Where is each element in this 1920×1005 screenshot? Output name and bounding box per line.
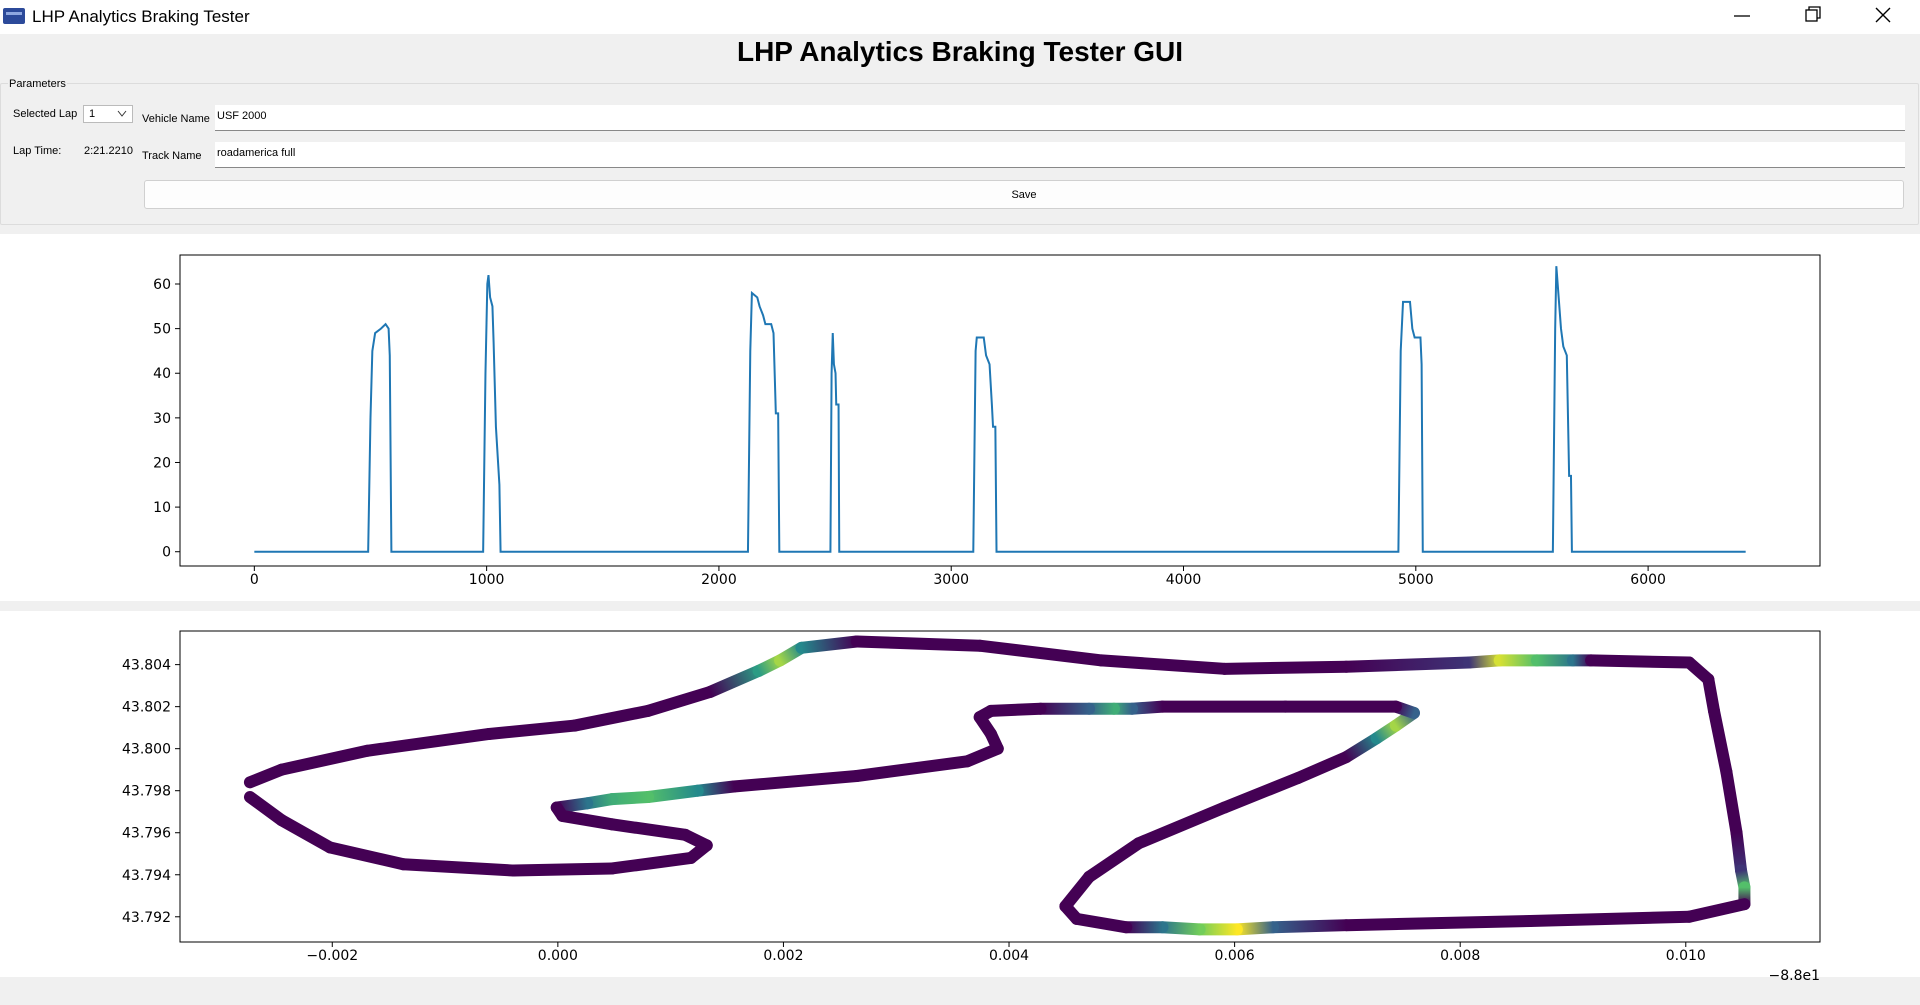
x-tick-label: 0.004 bbox=[989, 948, 1029, 964]
track-segment bbox=[1059, 870, 1096, 913]
track-segment bbox=[1132, 801, 1231, 850]
y-tick-label: 50 bbox=[153, 322, 171, 338]
y-tick-label: 43.798 bbox=[122, 784, 171, 800]
track-segment bbox=[1230, 921, 1279, 936]
y-tick-label: 43.794 bbox=[122, 868, 171, 884]
track-segment bbox=[642, 685, 717, 717]
label: Track Name bbox=[142, 150, 202, 162]
plot-panel bbox=[0, 234, 1920, 601]
x-tick-label: 5000 bbox=[1398, 572, 1434, 588]
track-segment bbox=[691, 780, 740, 797]
track-segment bbox=[1156, 921, 1206, 936]
track-segment bbox=[324, 841, 410, 871]
y-tick-label: 43.796 bbox=[122, 826, 171, 842]
combo-arrow bbox=[117, 110, 127, 117]
track-segment bbox=[1707, 704, 1733, 778]
restore[interactable] bbox=[1805, 6, 1821, 22]
track-segment bbox=[1070, 912, 1133, 934]
track-segment bbox=[1585, 654, 1696, 669]
track-segment bbox=[1291, 751, 1353, 785]
plots: 0 1000 2000 3000 4000 5000 6000 0 10 20 30 40 50 60 −0… bbox=[0, 234, 1920, 984]
x-tick-label: 0 bbox=[250, 572, 259, 588]
x-tick-label: 3000 bbox=[933, 572, 969, 588]
track-segment bbox=[1340, 656, 1476, 673]
x-tick-label: 0.006 bbox=[1215, 948, 1255, 964]
close[interactable] bbox=[1875, 7, 1891, 23]
track-segment bbox=[605, 818, 692, 841]
label: Selected Lap bbox=[13, 108, 78, 120]
track-segment bbox=[727, 769, 863, 793]
window-controls[interactable] bbox=[1720, 0, 1920, 34]
track-segment bbox=[275, 814, 337, 854]
axes-frame bbox=[179, 630, 1821, 943]
header-title: LHP Analytics Braking Tester GUI bbox=[736, 36, 1184, 67]
track-segment bbox=[1524, 910, 1696, 927]
y-tick-label: 60 bbox=[153, 277, 171, 293]
y-tick-label: 40 bbox=[153, 366, 171, 382]
track-segment bbox=[973, 639, 1108, 667]
track bbox=[243, 635, 1751, 936]
x-tick-label: 0.000 bbox=[538, 948, 578, 964]
track-segment bbox=[1218, 772, 1304, 814]
parameters-group bbox=[0, 83, 1919, 225]
y-tick-label: 20 bbox=[153, 455, 171, 471]
track-segment bbox=[1095, 654, 1231, 675]
combo-value: 1 bbox=[89, 108, 96, 120]
lap-combo[interactable]: 1 bbox=[83, 105, 133, 123]
x-tick-label: −0.002 bbox=[306, 948, 358, 964]
track-segment bbox=[507, 862, 618, 877]
track-segment bbox=[984, 702, 1047, 717]
track-segment bbox=[850, 635, 986, 652]
track-segment bbox=[704, 664, 765, 698]
title-bar: LHP Analytics Braking Tester bbox=[0, 0, 1920, 34]
vehicle-input[interactable]: USF 2000 bbox=[215, 105, 1905, 131]
track-segment bbox=[1266, 919, 1353, 934]
y-tick-label: 10 bbox=[153, 500, 171, 516]
save-button[interactable]: Save bbox=[144, 180, 1904, 209]
label: Vehicle Name bbox=[142, 113, 210, 125]
group-title: Parameters bbox=[8, 78, 67, 90]
y-tick-label: 43.792 bbox=[122, 910, 171, 926]
label: Lap Time: bbox=[13, 145, 62, 157]
track-segment bbox=[556, 809, 619, 831]
track-segment bbox=[275, 744, 374, 776]
app-icon bbox=[3, 8, 25, 24]
track-segment bbox=[1218, 660, 1353, 675]
x-tick-label: 4000 bbox=[1166, 572, 1202, 588]
y-tick-label: 30 bbox=[153, 411, 171, 427]
x-tick-label: 6000 bbox=[1630, 572, 1666, 588]
x-tick-label: 1000 bbox=[469, 572, 505, 588]
track-segment bbox=[1730, 826, 1748, 877]
x-offset-label: −8.8e1 bbox=[1768, 968, 1820, 984]
axes-frame bbox=[179, 254, 1821, 567]
x-tick-label: 0.010 bbox=[1666, 948, 1706, 964]
window-title: LHP Analytics Braking Tester bbox=[32, 7, 250, 26]
track-segment bbox=[1083, 837, 1145, 883]
track-segment bbox=[243, 791, 288, 827]
track-segment bbox=[795, 635, 863, 654]
track-segment bbox=[483, 719, 581, 740]
track-segment bbox=[1340, 914, 1537, 932]
track-segment bbox=[397, 858, 520, 877]
y-tick-label: 43.804 bbox=[122, 658, 171, 674]
x-tick-label: 2000 bbox=[701, 572, 737, 588]
track-segment bbox=[606, 851, 697, 875]
track-segment bbox=[1683, 898, 1751, 923]
y-tick-label: 0 bbox=[162, 545, 171, 561]
x-tick-label: 0.002 bbox=[763, 948, 803, 964]
y-tick-label: 43.800 bbox=[122, 742, 171, 758]
x-tick-label: 0.008 bbox=[1440, 948, 1480, 964]
track-segment bbox=[850, 755, 974, 782]
data-line bbox=[254, 266, 1746, 553]
track-segment bbox=[361, 727, 496, 757]
lap-time: 2:21.2210 bbox=[84, 145, 133, 157]
track-segment bbox=[568, 704, 655, 732]
track-segment bbox=[606, 791, 655, 806]
track-segment bbox=[1720, 765, 1743, 839]
track-input[interactable]: roadamerica full bbox=[215, 142, 1905, 168]
y-tick-label: 43.802 bbox=[122, 700, 171, 716]
track-segment bbox=[642, 784, 704, 804]
